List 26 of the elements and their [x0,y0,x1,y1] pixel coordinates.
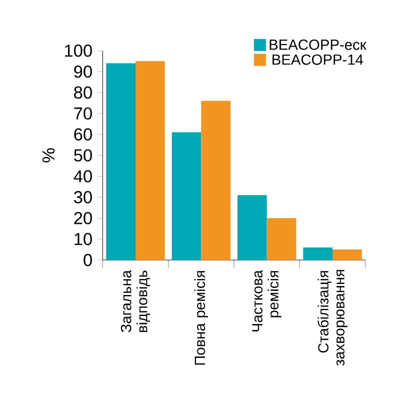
bar [237,195,267,260]
y-tick-label: 30 [74,191,92,204]
y-tick-label: 60 [74,128,92,141]
x-tick-label: Стабілізація захворювання [318,270,348,366]
y-tick-label: 70 [74,107,92,120]
bar [303,247,332,260]
y-tick-label: 80 [74,86,92,99]
bar [332,250,362,260]
y-tick-label: 100 [65,44,92,57]
y-tick-label: 50 [74,149,92,162]
bar [106,63,136,260]
x-tick-label: Загальна відповідь [120,270,150,332]
bar [172,132,202,260]
bar [266,218,296,260]
legend-label: BEACOPP-14 [272,54,364,65]
x-tick-label: Часткова ремісія [252,270,282,332]
bar [135,61,165,260]
y-axis-title: % [42,148,55,162]
y-tick-label: 0 [84,254,92,266]
x-tick-label: Повна ремісія [194,271,208,365]
bar [201,100,230,260]
legend-label: BEACOPP-еск [270,40,366,50]
y-tick-label: 90 [74,65,92,78]
y-tick-label: 40 [74,170,92,182]
y-tick-label: 10 [74,232,92,246]
y-tick-label: 20 [74,212,92,224]
